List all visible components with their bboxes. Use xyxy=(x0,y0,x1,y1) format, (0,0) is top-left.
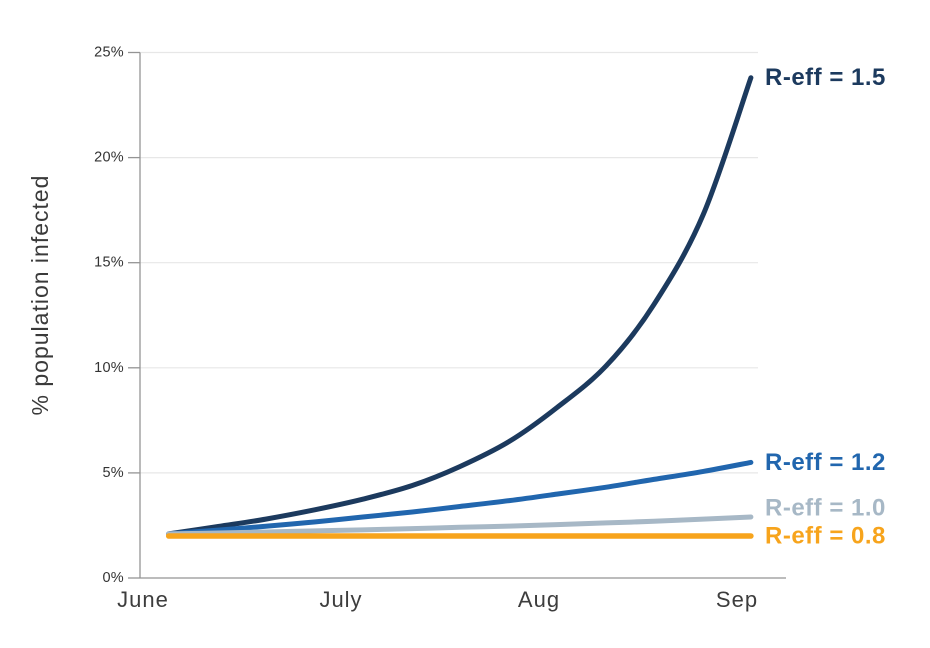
y-tick-label-15%: 15% xyxy=(94,255,124,271)
y-axis-ticks: 0% 5% 10% 15% 20% 25% xyxy=(94,45,140,586)
y-tick-label-0%: 0% xyxy=(102,570,124,586)
gridlines xyxy=(140,51,758,474)
y-tick-label-20%: 20% xyxy=(94,150,124,166)
series-line-1.2 xyxy=(166,459,754,537)
axes xyxy=(139,52,786,579)
y-tick-label-25%: 25% xyxy=(94,45,124,61)
x-tick-label-june: June xyxy=(117,587,169,612)
x-axis-ticks: June July Aug Sep xyxy=(117,587,758,612)
series-label-0.8: R-eff = 0.8 xyxy=(765,522,886,549)
x-tick-label-aug: Aug xyxy=(518,587,560,612)
y-tick-label-10%: 10% xyxy=(94,360,124,376)
series-lines xyxy=(165,75,754,539)
series-line-1.5 xyxy=(166,75,754,537)
series-labels: R-eff = 1.5 R-eff = 1.2 R-eff = 1.0R-eff =… xyxy=(765,64,886,549)
series-label-1.5: R-eff = 1.5 xyxy=(765,64,886,91)
series-label-1.2: R-eff = 1.2 xyxy=(765,449,886,476)
series-label-1.0: R-eff = 1.0 xyxy=(765,495,886,522)
x-tick-label-july: July xyxy=(319,587,362,612)
x-tick-label-sep: Sep xyxy=(716,587,758,612)
y-axis-title: % population infected xyxy=(27,175,53,416)
y-tick-label-5%: 5% xyxy=(102,465,124,481)
series-line-1.0 xyxy=(166,514,754,537)
